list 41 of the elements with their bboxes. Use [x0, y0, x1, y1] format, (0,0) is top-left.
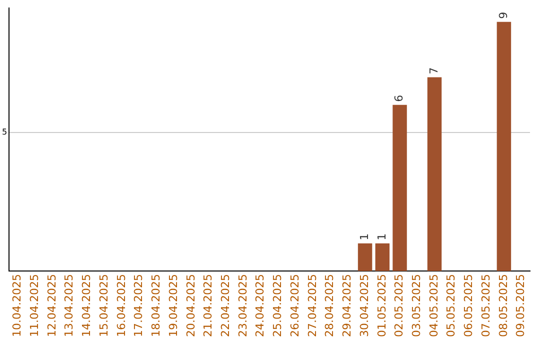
x-tick-label: 15.04.2025 [97, 274, 110, 338]
x-tick-label: 24.04.2025 [254, 274, 267, 338]
x-tick-label: 03.05.2025 [410, 274, 423, 338]
x-tick-label: 22.04.2025 [218, 274, 232, 338]
x-tick-label: 13.04.2025 [62, 274, 76, 338]
x-tick-label: 30.04.2025 [358, 274, 371, 338]
data-label: 7 [427, 67, 440, 74]
x-tick-label: 25.04.2025 [271, 274, 284, 338]
x-tick-label: 19.04.2025 [166, 274, 180, 338]
data-label: 6 [392, 94, 406, 102]
x-tick-label: 11.04.2025 [28, 274, 41, 338]
x-tick-label: 04.05.2025 [427, 274, 440, 338]
x-tick-label: 02.05.2025 [392, 274, 406, 338]
data-label: 1 [375, 233, 388, 240]
x-tick-label: 08.05.2025 [496, 274, 510, 338]
x-tick-label: 27.04.2025 [306, 274, 319, 338]
x-tick-label: 06.05.2025 [462, 274, 476, 338]
data-label: 9 [496, 12, 510, 19]
x-tick-label: 01.05.2025 [375, 274, 388, 338]
bar [375, 243, 390, 272]
bar [358, 243, 372, 272]
x-tick-label: 21.04.2025 [202, 274, 215, 338]
y-tick-label: 5 [2, 128, 8, 137]
data-label: 1 [358, 233, 371, 240]
x-tick-label: 28.04.2025 [323, 274, 336, 338]
bar [427, 77, 442, 272]
x-tick-label: 09.05.2025 [514, 274, 528, 338]
x-tick-label: 07.05.2025 [479, 274, 492, 338]
x-tick-label: 16.04.2025 [114, 274, 128, 338]
x-tick-label: 18.04.2025 [150, 274, 163, 338]
x-tick-label: 14.04.2025 [80, 274, 94, 338]
x-tick-label: 29.04.2025 [340, 274, 354, 338]
x-tick-label: 05.05.2025 [444, 274, 458, 338]
x-tick-label: 26.04.2025 [288, 274, 302, 338]
x-tick-label: 17.04.2025 [132, 274, 146, 338]
x-tick-label: 23.04.2025 [236, 274, 250, 338]
bar [392, 104, 407, 272]
x-tick-label: 10.04.2025 [10, 274, 24, 338]
x-tick-label: 20.04.2025 [184, 274, 198, 338]
x-tick-label: 12.04.2025 [45, 274, 58, 338]
bar [496, 22, 512, 272]
